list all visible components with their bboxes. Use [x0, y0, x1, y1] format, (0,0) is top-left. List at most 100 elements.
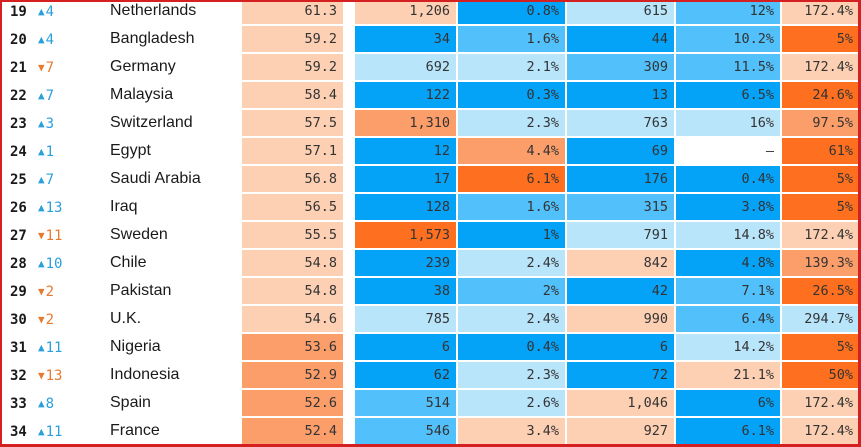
- metric-3-cell: 2.1%: [458, 54, 565, 80]
- metric-3-cell: 0.4%: [458, 334, 565, 360]
- country-name: Iraq: [110, 198, 138, 215]
- metric-4-cell: 842: [567, 250, 674, 276]
- table-row[interactable]: 20 ▲4 Bangladesh 59.2 34 1.6% 44 10.2% 5%: [2, 26, 859, 54]
- rank-change: ▲4: [38, 0, 54, 26]
- table-row[interactable]: 29 ▼2 Pakistan 54.8 38 2% 42 7.1% 26.5%: [2, 278, 859, 306]
- metric-4-cell: 44: [567, 26, 674, 52]
- score-cell: 57.5: [242, 110, 343, 136]
- metric-5-cell: 7.1%: [676, 278, 780, 304]
- rank-number: 28: [10, 256, 27, 272]
- score-cell: 54.8: [242, 250, 343, 276]
- metric-6-cell: 50%: [782, 362, 859, 388]
- rank-change-value: 7: [45, 60, 55, 76]
- metric-6-cell: 24.6%: [782, 82, 859, 108]
- score-cell: 57.1: [242, 138, 343, 164]
- table-row[interactable]: 27 ▼11 Sweden 55.5 1,573 1% 791 14.8% 172.4%: [2, 222, 859, 250]
- table-row[interactable]: 34 ▲11 France 52.4 546 3.4% 927 6.1% 172.4%: [2, 418, 859, 446]
- table-row[interactable]: 32 ▼13 Indonesia 52.9 62 2.3% 72 21.1% 50%: [2, 362, 859, 390]
- score-cell: 56.5: [242, 194, 343, 220]
- rank-change: ▼2: [38, 306, 54, 334]
- metric-6-cell: 172.4%: [782, 54, 859, 80]
- metric-6-cell: 172.4%: [782, 390, 859, 416]
- arrow-down-icon: ▼: [38, 369, 45, 382]
- rank-change: ▲10: [38, 250, 62, 278]
- country-name: Spain: [110, 394, 151, 411]
- score-cell: 52.4: [242, 418, 343, 444]
- rank-number: 29: [10, 284, 27, 300]
- country-name: Pakistan: [110, 282, 172, 299]
- table-row[interactable]: 26 ▲13 Iraq 56.5 128 1.6% 315 3.8% 5%: [2, 194, 859, 222]
- metric-3-cell: 2.6%: [458, 390, 565, 416]
- arrow-down-icon: ▼: [38, 285, 45, 298]
- rank-change-value: 10: [45, 256, 63, 272]
- rank-change: ▲8: [38, 390, 54, 418]
- metric-4-cell: 791: [567, 222, 674, 248]
- metric-2-cell: 6: [355, 334, 456, 360]
- rank-number: 34: [10, 424, 27, 440]
- rank-number: 22: [10, 88, 27, 104]
- rank-number: 33: [10, 396, 27, 412]
- rank-change-value: 4: [45, 4, 55, 20]
- metric-4-cell: 176: [567, 166, 674, 192]
- country-name: Egypt: [110, 142, 151, 159]
- arrow-up-icon: ▲: [38, 173, 45, 186]
- score-cell: 55.5: [242, 222, 343, 248]
- rank-change-value: 11: [45, 228, 63, 244]
- country-name: Malaysia: [110, 86, 174, 103]
- arrow-up-icon: ▲: [38, 5, 45, 18]
- rank-change-value: 2: [45, 312, 55, 328]
- country-name: Sweden: [110, 226, 168, 243]
- rank-change: ▼13: [38, 362, 62, 390]
- metric-5-cell: 14.8%: [676, 222, 780, 248]
- country-name: Indonesia: [110, 366, 180, 383]
- rank-change-value: 8: [45, 396, 55, 412]
- table-row[interactable]: 24 ▲1 Egypt 57.1 12 4.4% 69–61%: [2, 138, 859, 166]
- arrow-up-icon: ▲: [38, 397, 45, 410]
- metric-5-cell: 10.2%: [676, 26, 780, 52]
- metric-4-cell: 69: [567, 138, 674, 164]
- metric-4-cell: 1,046: [567, 390, 674, 416]
- rank-number: 20: [10, 32, 27, 48]
- score-cell: 54.6: [242, 306, 343, 332]
- metric-4-cell: 927: [567, 418, 674, 444]
- metric-6-cell: 5%: [782, 26, 859, 52]
- metric-6-cell: 172.4%: [782, 418, 859, 444]
- metric-6-cell: 5%: [782, 166, 859, 192]
- rank-number: 19: [10, 4, 27, 20]
- country-name: Nigeria: [110, 338, 161, 355]
- metric-2-cell: 1,206: [355, 0, 456, 24]
- table-row[interactable]: 22 ▲7 Malaysia 58.4 122 0.3% 13 6.5% 24.6%: [2, 82, 859, 110]
- arrow-up-icon: ▲: [38, 341, 45, 354]
- metric-2-cell: 1,573: [355, 222, 456, 248]
- metric-6-cell: 5%: [782, 194, 859, 220]
- rank-number: 30: [10, 312, 27, 328]
- table-row[interactable]: 21 ▼7 Germany 59.2 692 2.1% 309 11.5% 172.4%: [2, 54, 859, 82]
- metric-4-cell: 6: [567, 334, 674, 360]
- metric-5-cell: 6%: [676, 390, 780, 416]
- metric-2-cell: 546: [355, 418, 456, 444]
- table-row[interactable]: 31 ▲11 Nigeria 53.6 6 0.4% 6 14.2% 5%: [2, 334, 859, 362]
- table-row[interactable]: 25 ▲7 Saudi Arabia 56.8 17 6.1% 176 0.4% 5%: [2, 166, 859, 194]
- table-row[interactable]: 30 ▼2 U.K. 54.6 785 2.4% 990 6.4% 294.7%: [2, 306, 859, 334]
- table-row[interactable]: 33 ▲8 Spain 52.6 514 2.6% 1,046 6% 172.4%: [2, 390, 859, 418]
- rank-change: ▼2: [38, 278, 54, 306]
- metric-3-cell: 2.3%: [458, 110, 565, 136]
- metric-4-cell: 42: [567, 278, 674, 304]
- table-row[interactable]: 19 ▲4 Netherlands 61.3 1,206 0.8% 615 12% 172.4%: [2, 0, 859, 26]
- arrow-up-icon: ▲: [38, 425, 45, 438]
- arrow-down-icon: ▼: [38, 229, 45, 242]
- table-row[interactable]: 28 ▲10 Chile 54.8 239 2.4% 842 4.8% 139.3%: [2, 250, 859, 278]
- rank-change: ▲7: [38, 166, 54, 194]
- metric-6-cell: 172.4%: [782, 0, 859, 24]
- metric-5-cell: 0.4%: [676, 166, 780, 192]
- rank-change-value: 3: [45, 116, 55, 132]
- country-name: Chile: [110, 254, 147, 271]
- rank-change: ▲7: [38, 82, 54, 110]
- metric-4-cell: 315: [567, 194, 674, 220]
- metric-3-cell: 1.6%: [458, 194, 565, 220]
- metric-5-cell: 16%: [676, 110, 780, 136]
- metric-2-cell: 62: [355, 362, 456, 388]
- table-row[interactable]: 23 ▲3 Switzerland 57.5 1,310 2.3% 763 16% 97.5%: [2, 110, 859, 138]
- metric-2-cell: 514: [355, 390, 456, 416]
